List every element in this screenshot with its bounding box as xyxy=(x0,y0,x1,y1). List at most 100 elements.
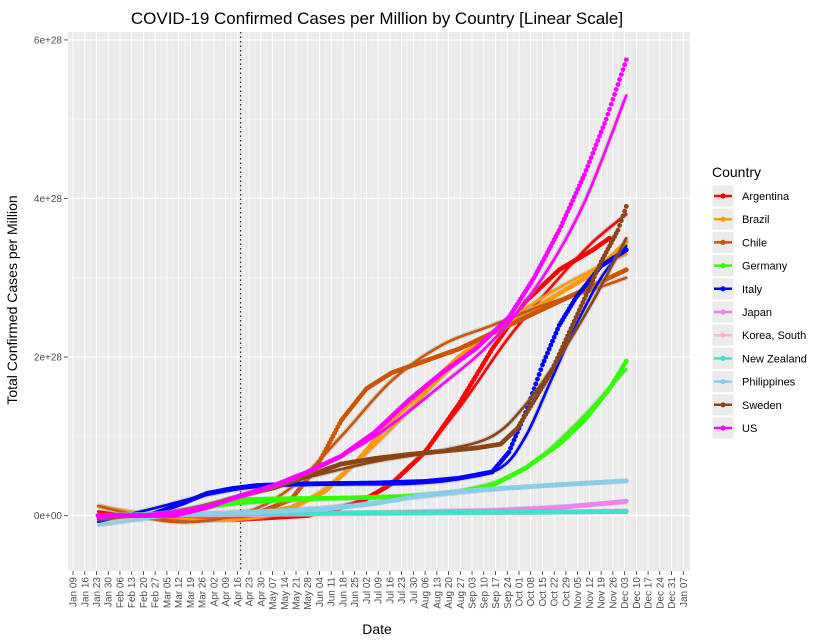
data-point xyxy=(585,289,591,294)
data-point xyxy=(568,326,574,331)
data-point xyxy=(622,62,628,68)
data-point xyxy=(588,281,594,287)
data-point xyxy=(575,311,581,317)
data-point xyxy=(575,187,581,192)
data-point xyxy=(535,376,540,382)
x-tick-label: Apr 09 xyxy=(221,577,232,607)
x-tick-label: Jun 18 xyxy=(338,577,349,607)
data-point xyxy=(570,198,576,203)
data-point xyxy=(623,267,629,273)
series-us xyxy=(95,57,629,521)
x-tick-label: Nov 05 xyxy=(573,577,584,609)
data-point xyxy=(592,274,597,280)
x-tick-label: Sep 10 xyxy=(479,577,490,609)
data-point xyxy=(560,344,565,350)
data-point xyxy=(558,348,564,354)
data-point xyxy=(618,72,624,78)
legend-key-point xyxy=(720,216,726,222)
data-point xyxy=(581,296,587,302)
data-point xyxy=(576,183,582,189)
data-point xyxy=(590,150,596,156)
legend-key xyxy=(711,207,735,231)
x-tick-label: Apr 02 xyxy=(209,577,220,607)
legend-key xyxy=(711,184,735,208)
data-point xyxy=(612,92,617,97)
data-point xyxy=(543,354,549,360)
x-tick-label: Jul 02 xyxy=(362,577,373,604)
data-point xyxy=(617,223,622,228)
x-tick-label: Sep 17 xyxy=(491,577,502,609)
y-axis-title: Total Confirmed Cases per Million xyxy=(4,195,20,404)
y-tick-label: 0e+00 xyxy=(34,511,63,522)
legend-key-point xyxy=(720,355,726,361)
chart-title: COVID-19 Confirmed Cases per Million by … xyxy=(131,9,623,28)
data-point xyxy=(551,334,557,340)
x-tick-label: Dec 10 xyxy=(632,577,643,609)
x-tick-label: Jul 30 xyxy=(409,577,420,604)
data-point xyxy=(600,125,606,131)
legend-key-point xyxy=(720,402,726,408)
legend-label: Sweden xyxy=(742,400,782,412)
legend-key xyxy=(711,393,735,417)
data-point xyxy=(565,209,571,215)
x-tick-label: Oct 29 xyxy=(561,577,572,607)
data-point xyxy=(570,322,576,328)
data-point xyxy=(565,333,571,339)
x-tick-label: Apr 16 xyxy=(233,577,244,607)
legend-key xyxy=(711,370,735,394)
legend-key xyxy=(711,323,735,347)
data-point xyxy=(593,270,599,276)
x-tick-label: Jan 09 xyxy=(69,577,80,607)
data-point xyxy=(545,350,550,356)
data-point xyxy=(603,116,609,122)
data-point xyxy=(538,367,544,373)
data-point xyxy=(561,340,567,346)
x-tick-label: Jul 23 xyxy=(397,577,408,604)
data-point xyxy=(568,201,574,207)
data-point xyxy=(578,179,584,185)
x-tick-label: Feb 20 xyxy=(139,577,150,609)
x-tick-label: Feb 06 xyxy=(115,577,126,609)
y-tick-label: 2e+28 xyxy=(34,352,63,363)
data-point xyxy=(590,277,596,283)
data-point xyxy=(546,346,552,352)
legend-label: Philippines xyxy=(742,377,796,389)
x-tick-label: Dec 31 xyxy=(667,577,678,609)
data-point xyxy=(560,220,565,226)
data-point xyxy=(573,314,579,320)
data-point xyxy=(566,329,572,335)
data-point xyxy=(550,366,555,372)
data-point xyxy=(563,212,569,218)
data-point xyxy=(513,433,519,439)
data-point xyxy=(615,82,621,87)
data-point xyxy=(592,146,597,152)
data-point xyxy=(578,303,584,309)
data-point xyxy=(602,121,607,126)
legend-key-point xyxy=(720,239,726,245)
x-tick-label: Apr 23 xyxy=(245,577,256,607)
data-point xyxy=(580,175,586,181)
legend-label: Korea, South xyxy=(742,330,806,342)
data-point xyxy=(595,266,601,272)
legend-key-point xyxy=(720,309,726,315)
legend-key xyxy=(711,300,735,324)
data-point xyxy=(581,172,587,178)
x-tick-label: Dec 17 xyxy=(644,577,655,609)
x-tick-label: Jun 11 xyxy=(327,577,338,607)
data-point xyxy=(553,330,559,336)
x-tick-label: May 07 xyxy=(268,577,279,610)
legend-key-point xyxy=(720,425,726,431)
x-tick-label: Sep 24 xyxy=(503,577,514,609)
data-point xyxy=(580,300,586,305)
data-point xyxy=(555,326,560,332)
data-point xyxy=(531,386,537,392)
x-tick-label: May 14 xyxy=(280,577,291,610)
data-point xyxy=(623,509,629,514)
plot-panel xyxy=(68,32,690,571)
data-point xyxy=(623,478,629,484)
data-point xyxy=(561,216,567,222)
data-point xyxy=(555,355,560,361)
legend-label: Brazil xyxy=(742,214,770,226)
data-point xyxy=(610,96,616,102)
data-point xyxy=(558,224,564,229)
